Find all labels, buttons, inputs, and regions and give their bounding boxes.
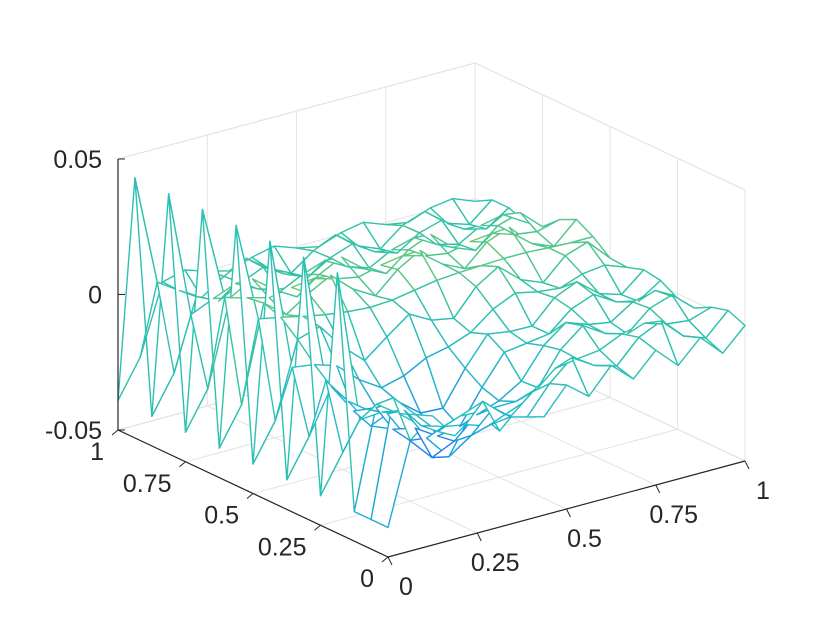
x-tick-label: 0.5: [567, 525, 602, 553]
y-tick: [111, 429, 119, 436]
tick-marks: [111, 158, 750, 566]
x-tick-label: 0.75: [649, 501, 698, 529]
y-tick-label: 0.75: [123, 470, 172, 498]
wall-grid-z: [117, 62, 476, 160]
z-tick-label: 0.05: [53, 146, 102, 174]
y-tick-label: 0.5: [204, 502, 239, 530]
y-tick: [179, 461, 186, 468]
x-tick: [744, 460, 750, 470]
y-tick: [381, 556, 389, 563]
x-tick-label: 1: [756, 477, 770, 505]
y-tick-label: 1: [90, 438, 104, 466]
x-tick-label: 0: [399, 573, 413, 601]
x-tick: [566, 508, 571, 518]
mesh-cell: [705, 309, 746, 354]
y-tick: [314, 524, 321, 531]
y-tick-label: 0.25: [258, 533, 307, 561]
z-tick-label: -0.05: [45, 417, 102, 445]
surface-mesh: [117, 177, 746, 529]
x-tick: [655, 484, 661, 494]
z-tick-label: 0: [88, 282, 102, 310]
x-tick-label: 0.25: [471, 549, 520, 577]
y-tick-label: 0: [360, 565, 374, 593]
wall-grid-z: [474, 62, 746, 191]
x-tick: [476, 532, 482, 542]
y-tick: [246, 493, 254, 499]
x-tick: [387, 556, 393, 566]
